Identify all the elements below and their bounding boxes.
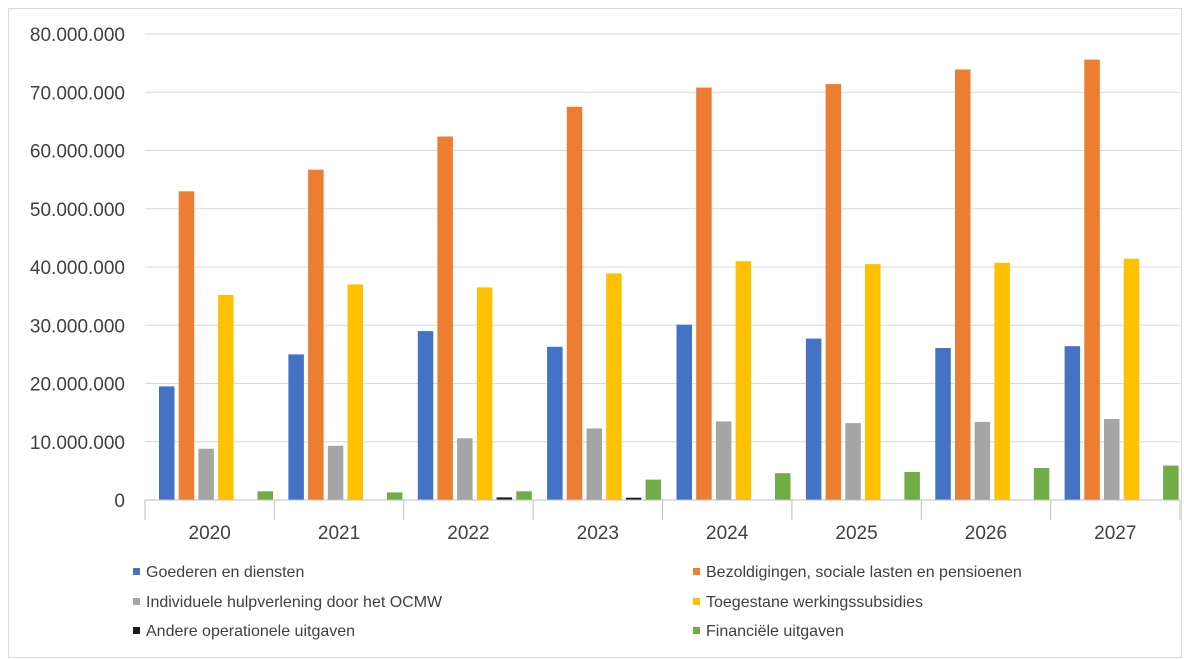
bar: [904, 472, 920, 500]
bar: [457, 438, 473, 500]
bar: [496, 497, 513, 500]
bar: [386, 492, 403, 500]
bar: [327, 445, 344, 500]
bar: [1163, 465, 1179, 500]
y-tick-label: 70.000.000: [30, 83, 125, 104]
bar: [645, 479, 662, 500]
legend-label: Financiële uitgaven: [706, 623, 844, 640]
bar: [159, 386, 175, 500]
x-tick-label: 2023: [577, 523, 619, 544]
legend-swatch: [133, 598, 140, 605]
bar: [715, 421, 732, 500]
bar: [935, 348, 951, 500]
y-tick-label: 50.000.000: [30, 200, 125, 221]
y-axis-ticks: 0 10.000.000 20.000.000 30.000.000 40.000.00…: [30, 25, 125, 512]
bar: [825, 84, 842, 500]
x-tick-label: 2024: [706, 523, 749, 544]
bar: [257, 491, 273, 500]
legend-label: Bezoldigingen, sociale lasten en pensioe…: [706, 564, 1022, 581]
bar: [1123, 258, 1140, 500]
legend-label: Goederen en diensten: [146, 564, 304, 581]
bar: [606, 273, 622, 500]
y-tick-label: 20.000.000: [30, 375, 125, 396]
bar: [676, 324, 692, 500]
legend-swatch: [693, 627, 700, 634]
bar: [994, 262, 1010, 500]
bar: [198, 448, 214, 500]
x-tick-label: 2027: [1094, 523, 1136, 544]
bar: [845, 423, 861, 500]
bar: [1104, 419, 1120, 500]
bar: [476, 287, 493, 500]
bar: [625, 497, 642, 500]
x-tick-label: 2020: [189, 523, 231, 544]
x-tick-label: 2025: [835, 523, 877, 544]
bar: [1064, 346, 1081, 500]
y-tick-label: 80.000.000: [30, 25, 125, 46]
bar: [805, 338, 822, 500]
bar: [308, 169, 324, 500]
y-tick-label: 60.000.000: [30, 142, 125, 163]
bar: [417, 331, 434, 500]
bar: [1084, 59, 1100, 500]
x-tick-label: 2026: [965, 523, 1007, 544]
bar: [547, 346, 563, 500]
bar: [955, 69, 971, 500]
bar: [1033, 468, 1050, 500]
bar: [347, 284, 363, 500]
y-tick-label: 10.000.000: [30, 433, 125, 454]
legend: Goederen en diensten Bezoldigingen, socia…: [133, 564, 1022, 640]
legend-label: Individuele hulpverlening door het OCMW: [146, 594, 443, 611]
bar: [974, 421, 991, 500]
bar: [218, 295, 234, 500]
bar: [735, 261, 752, 500]
bar: [437, 136, 453, 500]
legend-label: Andere operationele uitgaven: [146, 623, 355, 640]
x-tick-label: 2021: [318, 523, 360, 544]
bar: [775, 473, 791, 500]
y-tick-label: 30.000.000: [30, 316, 125, 337]
bar: [178, 191, 195, 501]
x-axis: 2020 2021 2022 2023 2024 2025 2026 2027: [144, 499, 1181, 544]
bars: [159, 59, 1179, 501]
bar: [696, 87, 712, 500]
bar: [586, 428, 602, 500]
legend-swatch: [133, 568, 140, 575]
legend-label: Toegestane werkingssubsidies: [706, 594, 923, 611]
bar: [288, 354, 304, 500]
y-tick-label: 0: [114, 491, 125, 512]
bar: [865, 264, 881, 500]
legend-swatch: [693, 598, 700, 605]
legend-swatch: [693, 568, 700, 575]
legend-swatch: [133, 627, 140, 634]
y-tick-label: 40.000.000: [30, 258, 125, 279]
bar: [566, 106, 583, 501]
bar: [516, 491, 532, 500]
x-tick-label: 2022: [447, 523, 489, 544]
chart-frame: [8, 8, 1182, 658]
